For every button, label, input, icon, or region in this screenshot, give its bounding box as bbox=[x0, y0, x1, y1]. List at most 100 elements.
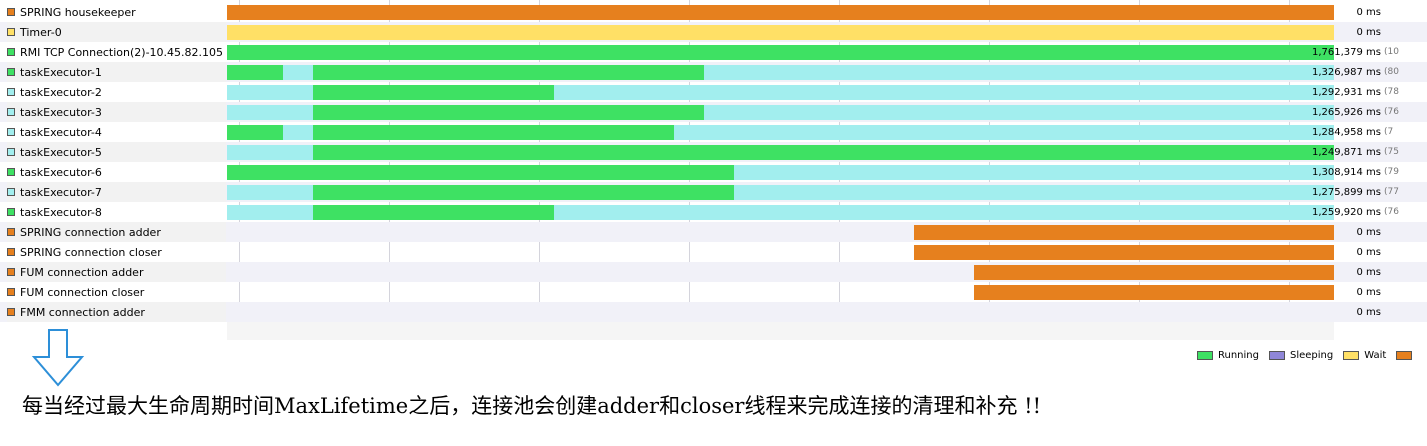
thread-percent bbox=[1384, 242, 1427, 262]
thread-row[interactable]: SPRING connection closer 0 ms bbox=[0, 242, 1427, 262]
state-segment-running bbox=[313, 125, 675, 140]
thread-name: Timer-0 bbox=[20, 25, 62, 39]
legend-item-waiting bbox=[1396, 351, 1417, 360]
thread-row[interactable]: taskExecutor-5 1,249,871 ms (75 bbox=[0, 142, 1427, 162]
thread-time: 0 ms bbox=[1356, 286, 1382, 298]
thread-time: 0 ms bbox=[1356, 266, 1382, 278]
timeline-scroll-strip[interactable] bbox=[227, 322, 1334, 340]
thread-percent: (7 bbox=[1384, 127, 1394, 137]
state-segment-idle bbox=[227, 185, 314, 200]
thread-label: FUM connection adder bbox=[7, 262, 226, 282]
thread-row[interactable]: FUM connection adder 0 ms bbox=[0, 262, 1427, 282]
thread-time: 1,292,931 ms bbox=[1311, 86, 1381, 98]
legend-swatch bbox=[1197, 351, 1213, 360]
thread-name: taskExecutor-1 bbox=[20, 65, 102, 79]
thread-bar-track bbox=[227, 222, 1334, 242]
thread-row[interactable]: taskExecutor-8 1,259,920 ms (76 bbox=[0, 202, 1427, 222]
state-segment-idle bbox=[734, 165, 1334, 180]
thread-name: FMM connection adder bbox=[20, 305, 145, 319]
thread-label: taskExecutor-1 bbox=[7, 62, 226, 82]
thread-state-icon bbox=[7, 188, 15, 196]
state-segment-running bbox=[227, 165, 734, 180]
thread-label: FUM connection closer bbox=[7, 282, 226, 302]
state-segment-idle bbox=[734, 185, 1334, 200]
thread-bar-track bbox=[227, 182, 1334, 202]
legend-item-running: Running bbox=[1197, 350, 1259, 361]
thread-bar-track bbox=[227, 2, 1334, 22]
thread-state-icon bbox=[7, 128, 15, 136]
thread-label: taskExecutor-7 bbox=[7, 182, 226, 202]
state-segment-wait bbox=[227, 25, 1334, 40]
thread-state-icon bbox=[7, 88, 15, 96]
thread-row[interactable]: FUM connection closer 0 ms bbox=[0, 282, 1427, 302]
state-segment-idle bbox=[227, 205, 314, 220]
thread-row[interactable]: taskExecutor-6 1,308,914 ms (79 bbox=[0, 162, 1427, 182]
thread-time: 0 ms bbox=[1356, 26, 1382, 38]
thread-time: 1,761,379 ms bbox=[1311, 46, 1381, 58]
thread-state-icon bbox=[7, 168, 15, 176]
thread-time: 1,326,987 ms bbox=[1311, 66, 1381, 78]
state-segment-running bbox=[313, 105, 705, 120]
state-segment-waiting bbox=[914, 245, 1334, 260]
thread-percent: (76 bbox=[1384, 107, 1399, 117]
thread-state-icon bbox=[7, 48, 15, 56]
thread-state-icon bbox=[7, 208, 15, 216]
thread-label: FMM connection adder bbox=[7, 302, 226, 322]
state-segment-running bbox=[227, 45, 1334, 60]
thread-percent bbox=[1384, 262, 1427, 282]
thread-time: 0 ms bbox=[1356, 226, 1382, 238]
state-segment-idle bbox=[227, 105, 314, 120]
thread-bar-track bbox=[227, 22, 1334, 42]
thread-state-icon bbox=[7, 8, 15, 16]
thread-row[interactable]: taskExecutor-4 1,284,958 ms (7 bbox=[0, 122, 1427, 142]
thread-percent: (75 bbox=[1384, 147, 1399, 157]
thread-row[interactable]: SPRING connection adder 0 ms bbox=[0, 222, 1427, 242]
thread-bar-track bbox=[227, 282, 1334, 302]
state-segment-waiting bbox=[974, 285, 1334, 300]
thread-time: 0 ms bbox=[1356, 6, 1382, 18]
thread-label: taskExecutor-8 bbox=[7, 202, 226, 222]
state-segment-waiting bbox=[974, 265, 1334, 280]
thread-row[interactable]: RMI TCP Connection(2)-10.45.82.105 1,761,… bbox=[0, 42, 1427, 62]
thread-row[interactable]: taskExecutor-1 1,326,987 ms (80 bbox=[0, 62, 1427, 82]
thread-state-icon bbox=[7, 28, 15, 36]
thread-bar-track bbox=[227, 122, 1334, 142]
state-segment-idle bbox=[283, 65, 314, 80]
thread-name: FUM connection closer bbox=[20, 285, 145, 299]
thread-row[interactable]: taskExecutor-3 1,265,926 ms (76 bbox=[0, 102, 1427, 122]
legend-label: Sleeping bbox=[1289, 350, 1334, 361]
thread-row[interactable]: taskExecutor-7 1,275,899 ms (77 bbox=[0, 182, 1427, 202]
thread-name: taskExecutor-8 bbox=[20, 205, 102, 219]
state-segment-idle bbox=[704, 105, 1334, 120]
down-arrow-icon bbox=[31, 329, 85, 387]
thread-bar-track bbox=[227, 102, 1334, 122]
thread-name: taskExecutor-4 bbox=[20, 125, 102, 139]
state-segment-idle bbox=[553, 205, 1334, 220]
legend-swatch bbox=[1268, 351, 1285, 360]
thread-row[interactable]: Timer-0 0 ms bbox=[0, 22, 1427, 42]
state-segment-idle bbox=[227, 85, 314, 100]
thread-row[interactable]: FMM connection adder 0 ms bbox=[0, 302, 1427, 322]
thread-label: taskExecutor-4 bbox=[7, 122, 226, 142]
state-segment-running bbox=[313, 65, 705, 80]
legend-label: Running bbox=[1218, 350, 1259, 361]
legend-item-sleeping: Sleeping bbox=[1268, 350, 1334, 361]
thread-state-icon bbox=[7, 308, 15, 316]
thread-state-icon bbox=[7, 148, 15, 156]
thread-bar-track bbox=[227, 42, 1334, 62]
thread-label: taskExecutor-2 bbox=[7, 82, 226, 102]
state-segment-idle bbox=[553, 85, 1334, 100]
explanation-caption: 每当经过最大生命周期时间MaxLifetime之后，连接池会创建adder和cl… bbox=[22, 394, 1042, 418]
legend-swatch bbox=[1343, 351, 1360, 360]
thread-percent: (10 bbox=[1384, 47, 1399, 57]
thread-label: RMI TCP Connection(2)-10.45.82.105 bbox=[7, 42, 226, 62]
thread-state-icon bbox=[7, 68, 15, 76]
state-segment-running bbox=[227, 65, 284, 80]
state-segment-waiting bbox=[914, 225, 1334, 240]
state-segment-idle bbox=[704, 65, 1334, 80]
thread-row[interactable]: SPRING housekeeper 0 ms bbox=[0, 2, 1427, 22]
state-segment-running bbox=[227, 125, 284, 140]
thread-bar-track bbox=[227, 302, 1334, 322]
thread-state-icon bbox=[7, 248, 15, 256]
thread-row[interactable]: taskExecutor-2 1,292,931 ms (78 bbox=[0, 82, 1427, 102]
